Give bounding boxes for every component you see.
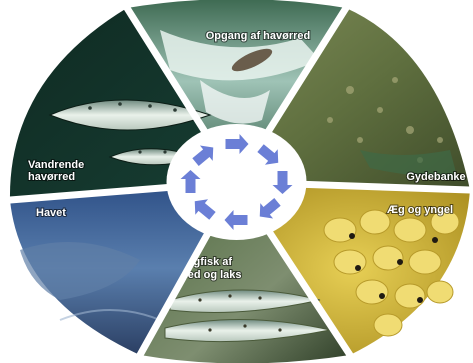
segment-havet: Havet	[10, 182, 237, 355]
segment-ungfisk-label: Ungfisk af ørred og laks	[172, 256, 241, 281]
segment-havet-label-line: Havet	[36, 207, 66, 219]
segment-opgang-label-line: Opgang af havørred	[206, 30, 311, 42]
cycle-arrow	[180, 170, 201, 193]
segment-gydebanke-label-line: Gydebanke	[406, 171, 465, 183]
segment-vandrende-label-line2: havørred	[28, 171, 75, 183]
cycle-arrow	[194, 199, 216, 220]
cycle-arrow	[259, 198, 281, 219]
segment-opgang: Opgang af havørred	[127, 0, 346, 182]
segment-vandrende-label-line1: Vandrende	[28, 159, 84, 171]
cycle-arrow	[257, 144, 279, 165]
cycle-arrow	[192, 145, 214, 166]
segment-aeg-og-yngel: Æg og yngel	[236, 182, 470, 355]
segment-vandrende-label: Vandrende havørred	[28, 159, 87, 183]
segment-havet-label: Havet	[36, 207, 66, 219]
cycle-arrow	[224, 210, 248, 230]
cycle-arrows	[180, 134, 293, 230]
segment-ungfisk: Ungfisk af ørred og laks	[140, 182, 350, 363]
cycle-arrow	[225, 134, 249, 154]
cycle-arrow	[272, 171, 293, 194]
segment-gydebanke-label: Gydebanke	[406, 171, 465, 183]
segment-aeg-label: Æg og yngel	[387, 204, 453, 216]
segment-gydebanke: Gydebanke	[236, 8, 470, 190]
segment-aeg-label-line: Æg og yngel	[387, 204, 453, 216]
segment-opgang-label: Opgang af havørred	[206, 30, 311, 42]
